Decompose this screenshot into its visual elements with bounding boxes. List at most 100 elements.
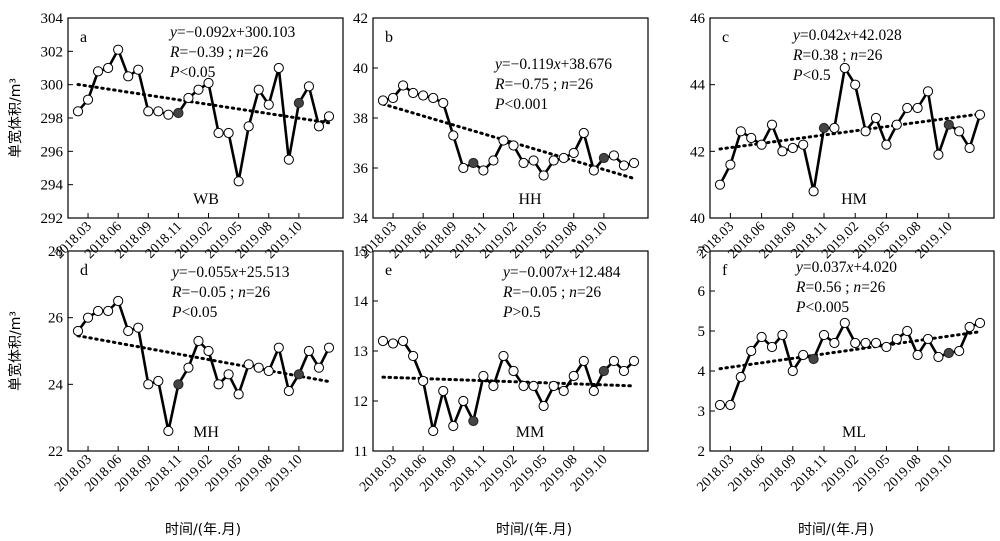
data-point	[756, 139, 767, 150]
y-tick-label: 42	[690, 144, 705, 160]
data-point	[787, 142, 798, 154]
data-point	[243, 121, 254, 132]
trend-line	[76, 82, 331, 125]
y-tick-label: 3	[698, 404, 706, 420]
data-point	[725, 159, 736, 170]
data-point	[387, 338, 399, 349]
data-point	[568, 370, 579, 382]
y-tick-label: 304	[41, 11, 64, 27]
series-line	[382, 339, 635, 433]
data-point	[193, 335, 204, 347]
data-point	[518, 157, 529, 169]
data-point	[153, 375, 164, 387]
y-tick-label: 296	[41, 144, 64, 160]
data-point	[133, 322, 144, 333]
data-point	[548, 155, 559, 166]
data-point-highlighted	[943, 347, 954, 359]
panel-d: 222426282018.032018.062018.092018.112019…	[48, 244, 344, 495]
data-point	[870, 112, 882, 124]
y-tick-label: 294	[41, 178, 64, 194]
data-point	[829, 122, 840, 134]
data-point	[253, 84, 264, 95]
data-point	[283, 385, 294, 397]
panel-letter: e	[385, 262, 392, 279]
y-tick-label: 26	[48, 311, 64, 327]
data-point	[912, 102, 923, 114]
data-point	[798, 349, 809, 361]
y-tick-label: 22	[48, 444, 63, 460]
data-point	[518, 380, 529, 392]
data-point-highlighted	[598, 365, 609, 377]
data-point	[163, 425, 174, 437]
data-point	[725, 399, 736, 411]
data-point	[608, 355, 620, 367]
y-tick-label: 28	[48, 244, 63, 260]
data-point	[223, 127, 234, 139]
data-point	[578, 127, 589, 139]
data-point	[618, 365, 630, 377]
trend-line	[76, 334, 331, 384]
regression-annotation: y=−0.007x+12.484	[501, 264, 621, 281]
data-point-highlighted	[293, 369, 304, 380]
data-point	[839, 317, 850, 329]
regression-annotation: y=0.042x+42.028	[791, 27, 902, 44]
station-code: WB	[193, 191, 219, 208]
data-point	[313, 362, 325, 373]
data-point	[488, 380, 499, 392]
regression-annotation: P<0.05	[171, 304, 218, 321]
panel-frame-e	[372, 250, 649, 452]
data-point	[387, 92, 399, 104]
panel-letter: a	[80, 29, 87, 46]
data-point	[428, 92, 439, 104]
data-point	[418, 90, 429, 101]
data-point	[608, 150, 620, 161]
data-point	[143, 106, 154, 117]
data-point	[902, 325, 913, 337]
data-point	[438, 385, 449, 397]
series-line	[718, 66, 982, 193]
data-point	[72, 325, 84, 337]
station-code: HM	[841, 191, 867, 208]
data-point	[223, 369, 234, 380]
data-point	[92, 305, 104, 317]
data-point	[233, 176, 244, 187]
panel-letter: c	[722, 29, 729, 46]
y-tick-label: 24	[48, 377, 64, 393]
data-point	[183, 92, 194, 104]
regression-annotation: P<0.005	[795, 299, 849, 316]
data-point	[203, 345, 214, 357]
data-point	[881, 341, 892, 353]
data-point	[303, 81, 315, 92]
panel-letter: d	[80, 262, 88, 279]
data-point	[628, 355, 640, 367]
y-tick-label: 292	[41, 211, 64, 227]
panel-frame-f	[709, 250, 995, 452]
panel-frame-d	[67, 250, 344, 452]
data-point	[303, 345, 315, 357]
data-point	[458, 395, 469, 407]
data-point	[508, 365, 519, 377]
data-point	[323, 342, 335, 353]
y-tick-label: 46	[690, 11, 706, 27]
y-tick-label: 6	[698, 284, 706, 300]
panel-frame-c	[709, 17, 995, 219]
y-tick-label: 11	[354, 444, 368, 460]
data-point-highlighted	[468, 415, 479, 427]
data-point	[548, 380, 559, 392]
regression-annotation: R=0.38 ; n=26	[792, 47, 883, 64]
y-tick-label: 302	[41, 44, 64, 60]
y-tick-label: 34	[353, 211, 369, 227]
data-point	[912, 349, 923, 361]
data-point	[714, 399, 726, 411]
data-point	[974, 109, 986, 120]
data-point	[498, 135, 509, 146]
data-point	[829, 337, 840, 349]
data-point	[408, 87, 419, 99]
data-point	[263, 99, 274, 110]
data-point	[933, 149, 944, 160]
data-point	[508, 140, 519, 151]
data-point	[746, 132, 757, 144]
regression-annotation: R=−0.05 ; n=26	[502, 284, 601, 301]
data-point	[203, 77, 214, 89]
